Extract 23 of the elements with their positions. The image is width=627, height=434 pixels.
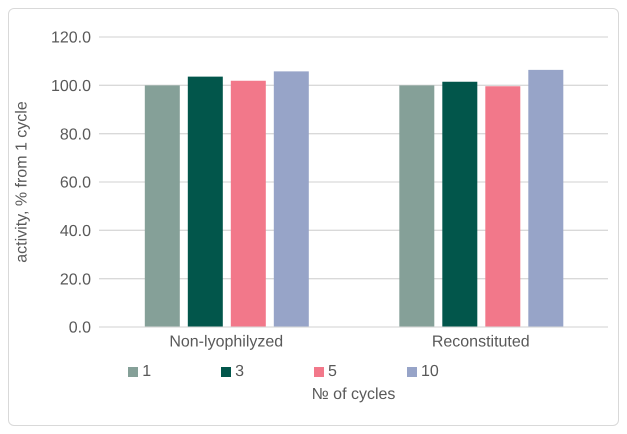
y-axis-title: activity, % from 1 cycle — [14, 101, 31, 263]
bar — [230, 80, 266, 327]
y-tick-label: 60.0 — [60, 174, 92, 192]
y-tick-label: 0.0 — [68, 320, 92, 337]
y-tick-label: 40.0 — [60, 223, 92, 240]
y-tick-label: 100.0 — [50, 78, 92, 96]
bar — [442, 82, 478, 327]
legend-label: 3 — [235, 363, 244, 380]
legend-label: 5 — [328, 363, 337, 380]
bar — [188, 76, 223, 327]
legend-label: 1 — [142, 363, 152, 380]
x-axis-title: № of cycles — [312, 386, 396, 403]
bar — [274, 71, 309, 327]
legend-label: 10 — [420, 363, 439, 380]
y-tick-label: 120.0 — [50, 30, 92, 47]
x-tick-label: Reconstituted — [432, 333, 530, 350]
bar — [485, 86, 520, 327]
y-tick-label: 80.0 — [60, 126, 92, 144]
y-tick-label: 20.0 — [60, 271, 92, 288]
bar — [528, 70, 564, 327]
x-tick-label: Non-lyophilyzed — [169, 333, 284, 350]
bar — [144, 85, 180, 327]
bar — [399, 85, 434, 327]
